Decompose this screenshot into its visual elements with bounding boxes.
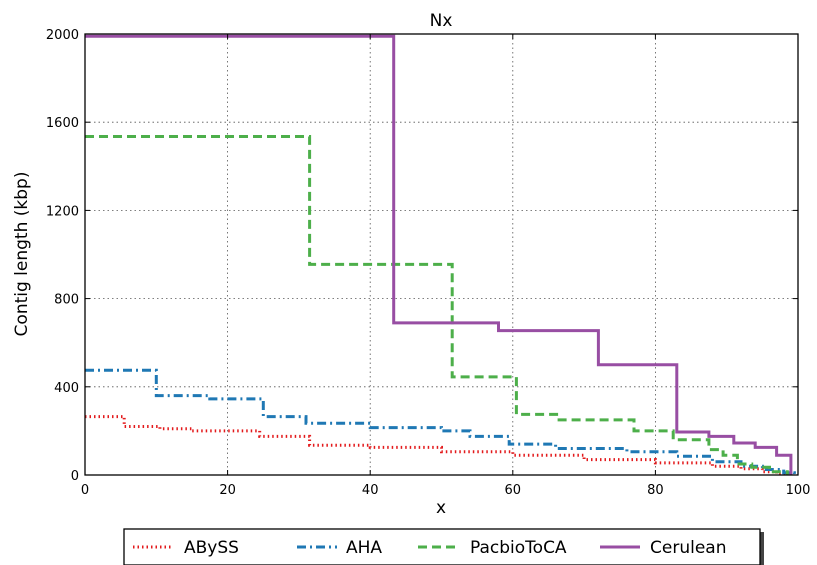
legend-label-cerulean: Cerulean	[650, 538, 726, 558]
y-tick-label: 1200	[46, 204, 79, 219]
x-tick-label: 100	[786, 483, 811, 498]
x-tick-label: 20	[219, 483, 236, 498]
x-tick-label: 40	[362, 483, 379, 498]
chart-title: Nx	[430, 11, 453, 31]
series-line-aha	[85, 368, 796, 475]
legend-label-aha: AHA	[346, 538, 382, 558]
y-tick-label: 0	[71, 469, 79, 484]
y-tick-label: 1600	[46, 116, 79, 131]
series-line-cerulean	[85, 34, 793, 475]
series-line-pacbiotoca	[85, 135, 789, 475]
y-tick-label: 800	[54, 293, 79, 308]
legend: ABySS AHA PacbioToCA Cerulean	[123, 528, 764, 565]
y-tick-label: 2000	[46, 28, 79, 43]
ticks: 0 20 40 60 80 100 0 400 800 1200 1600 2000	[46, 28, 811, 498]
grid	[84, 33, 799, 476]
legend-label-abyss: ABySS	[184, 538, 239, 558]
series-group	[85, 34, 796, 476]
x-axis-label: x	[436, 498, 446, 518]
y-tick-label: 400	[54, 381, 79, 396]
plot-frame	[84, 33, 799, 476]
x-tick-label: 80	[647, 483, 664, 498]
y-axis-label: Contig length (kbp)	[12, 172, 32, 337]
legend-box	[123, 528, 761, 565]
x-tick-label: 0	[81, 483, 89, 498]
x-tick-label: 60	[505, 483, 522, 498]
legend-label-pacbiotoca: PacbioToCA	[470, 538, 567, 558]
series-line-abyss	[85, 415, 789, 476]
